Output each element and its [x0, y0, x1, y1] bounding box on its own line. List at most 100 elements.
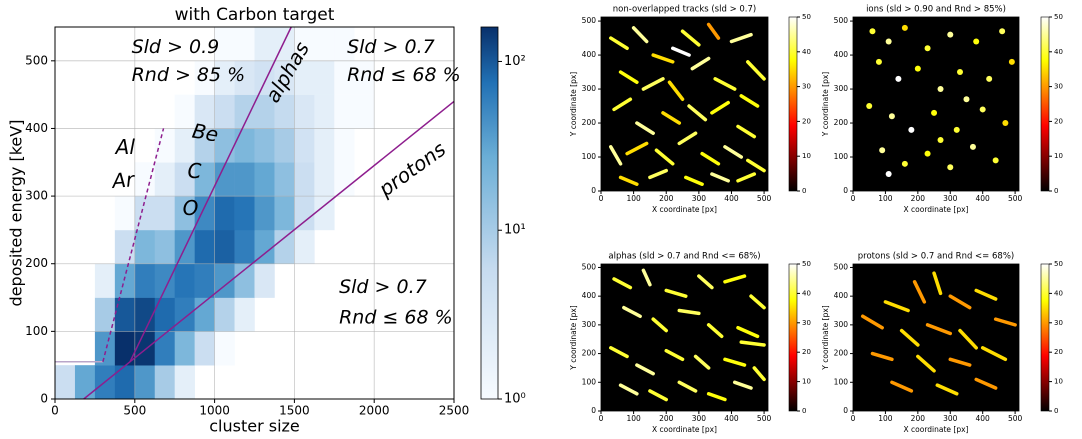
- image-background: [853, 17, 1019, 191]
- colorbar: [1040, 16, 1050, 192]
- track: [948, 294, 972, 310]
- hist-cell: [214, 162, 235, 197]
- track: [651, 317, 668, 333]
- ion-spot: [879, 147, 886, 154]
- track: [618, 383, 639, 396]
- hist-cell: [94, 331, 116, 366]
- hist-cell: [294, 60, 315, 95]
- hist-cell: [254, 196, 275, 231]
- hist-cell: [314, 264, 334, 298]
- ion-spot: [866, 103, 873, 110]
- hist-cell: [314, 331, 334, 365]
- ion-spot: [973, 38, 980, 45]
- hist-cell: [394, 365, 414, 399]
- hist-cell: [154, 365, 175, 400]
- hist-cell: [134, 365, 156, 400]
- ion-spot: [908, 126, 915, 133]
- colorbar: [788, 16, 798, 192]
- colorbar-tick-label: 20: [802, 117, 811, 125]
- hist-cell: [234, 263, 255, 298]
- ion-spot: [979, 106, 986, 113]
- ion-spot: [999, 28, 1006, 35]
- track: [622, 305, 642, 319]
- hist-cell: [95, 95, 115, 129]
- ion-spot: [969, 143, 976, 150]
- hist-cell: [314, 60, 335, 95]
- colorbar-tick-label: 30: [1054, 319, 1063, 327]
- track: [932, 271, 943, 296]
- hist-cell: [174, 263, 195, 298]
- hist-cell: [274, 298, 294, 332]
- y-tick-label: 500: [582, 16, 597, 25]
- colorbar-tick-label: 10: [1054, 378, 1063, 386]
- image-background: [601, 17, 768, 191]
- hist-cell: [334, 27, 355, 62]
- hist-cell: [434, 230, 454, 264]
- hist-cell: [114, 331, 136, 366]
- hist-cell: [235, 331, 255, 365]
- ion-spot: [947, 31, 954, 38]
- track: [677, 308, 701, 316]
- annotation: O: [183, 196, 199, 220]
- y-tick-label: 400: [582, 291, 597, 300]
- hist-cell: [354, 94, 375, 129]
- hist-cell: [134, 229, 156, 265]
- track: [671, 46, 691, 57]
- hist-cell: [414, 365, 434, 399]
- hist-cell: [134, 331, 156, 366]
- hist-cell: [334, 60, 355, 95]
- hist-cell: [374, 230, 394, 264]
- track: [974, 377, 998, 390]
- ion-spot: [986, 75, 993, 82]
- annotation: protons: [373, 137, 450, 202]
- annotation: Rnd ≤ 68 %: [339, 306, 453, 328]
- hist-cell: [314, 27, 335, 62]
- hist-cell: [55, 95, 75, 129]
- hist-cell: [374, 95, 394, 129]
- colorbar-tick-label: 40: [1054, 48, 1063, 56]
- track: [948, 357, 972, 367]
- plot-frame: [600, 16, 769, 192]
- track: [860, 314, 884, 330]
- hist-cell: [394, 196, 414, 230]
- hist-cell: [234, 27, 255, 62]
- plot-frame: [852, 16, 1020, 192]
- hist-cell: [234, 162, 255, 197]
- hist-cell: [254, 229, 275, 265]
- hist-cell: [254, 128, 275, 163]
- hist-cell: [254, 94, 275, 129]
- x-tick-label: 200: [659, 414, 674, 423]
- hist-cell: [414, 331, 434, 365]
- y-tick-label: 200: [834, 118, 849, 127]
- hist-cell: [55, 331, 75, 365]
- hist-cell: [55, 264, 75, 298]
- annotation: Rnd ≤ 68 %: [347, 64, 461, 86]
- hist-cell: [95, 230, 115, 264]
- track: [687, 104, 708, 122]
- hist-cell: [394, 95, 414, 129]
- track: [935, 383, 959, 396]
- hist-cell: [134, 196, 156, 231]
- y-axis-label: deposited energy [keV]: [7, 120, 26, 307]
- hist-cell: [294, 128, 315, 163]
- hist-cell: [234, 94, 255, 129]
- hist-cell: [214, 297, 235, 332]
- y-tick-label: 300: [25, 189, 48, 203]
- hist-cell: [294, 229, 315, 265]
- hist-cell: [194, 60, 215, 95]
- hist-cell: [75, 128, 95, 162]
- x-tick-label: 500: [1008, 194, 1023, 203]
- hist-cell: [254, 263, 275, 298]
- ion-spot: [901, 160, 908, 167]
- tracks: [609, 268, 766, 402]
- track: [739, 94, 760, 108]
- hist-cell: [55, 298, 75, 332]
- track: [635, 363, 655, 376]
- hist-cell: [434, 365, 454, 399]
- hist-cell: [75, 331, 95, 365]
- hist-cell: [95, 196, 115, 230]
- hist-cell: [74, 365, 96, 400]
- hist-cell: [75, 95, 95, 129]
- hist-cell: [255, 365, 275, 399]
- ion-spot: [1008, 58, 1015, 65]
